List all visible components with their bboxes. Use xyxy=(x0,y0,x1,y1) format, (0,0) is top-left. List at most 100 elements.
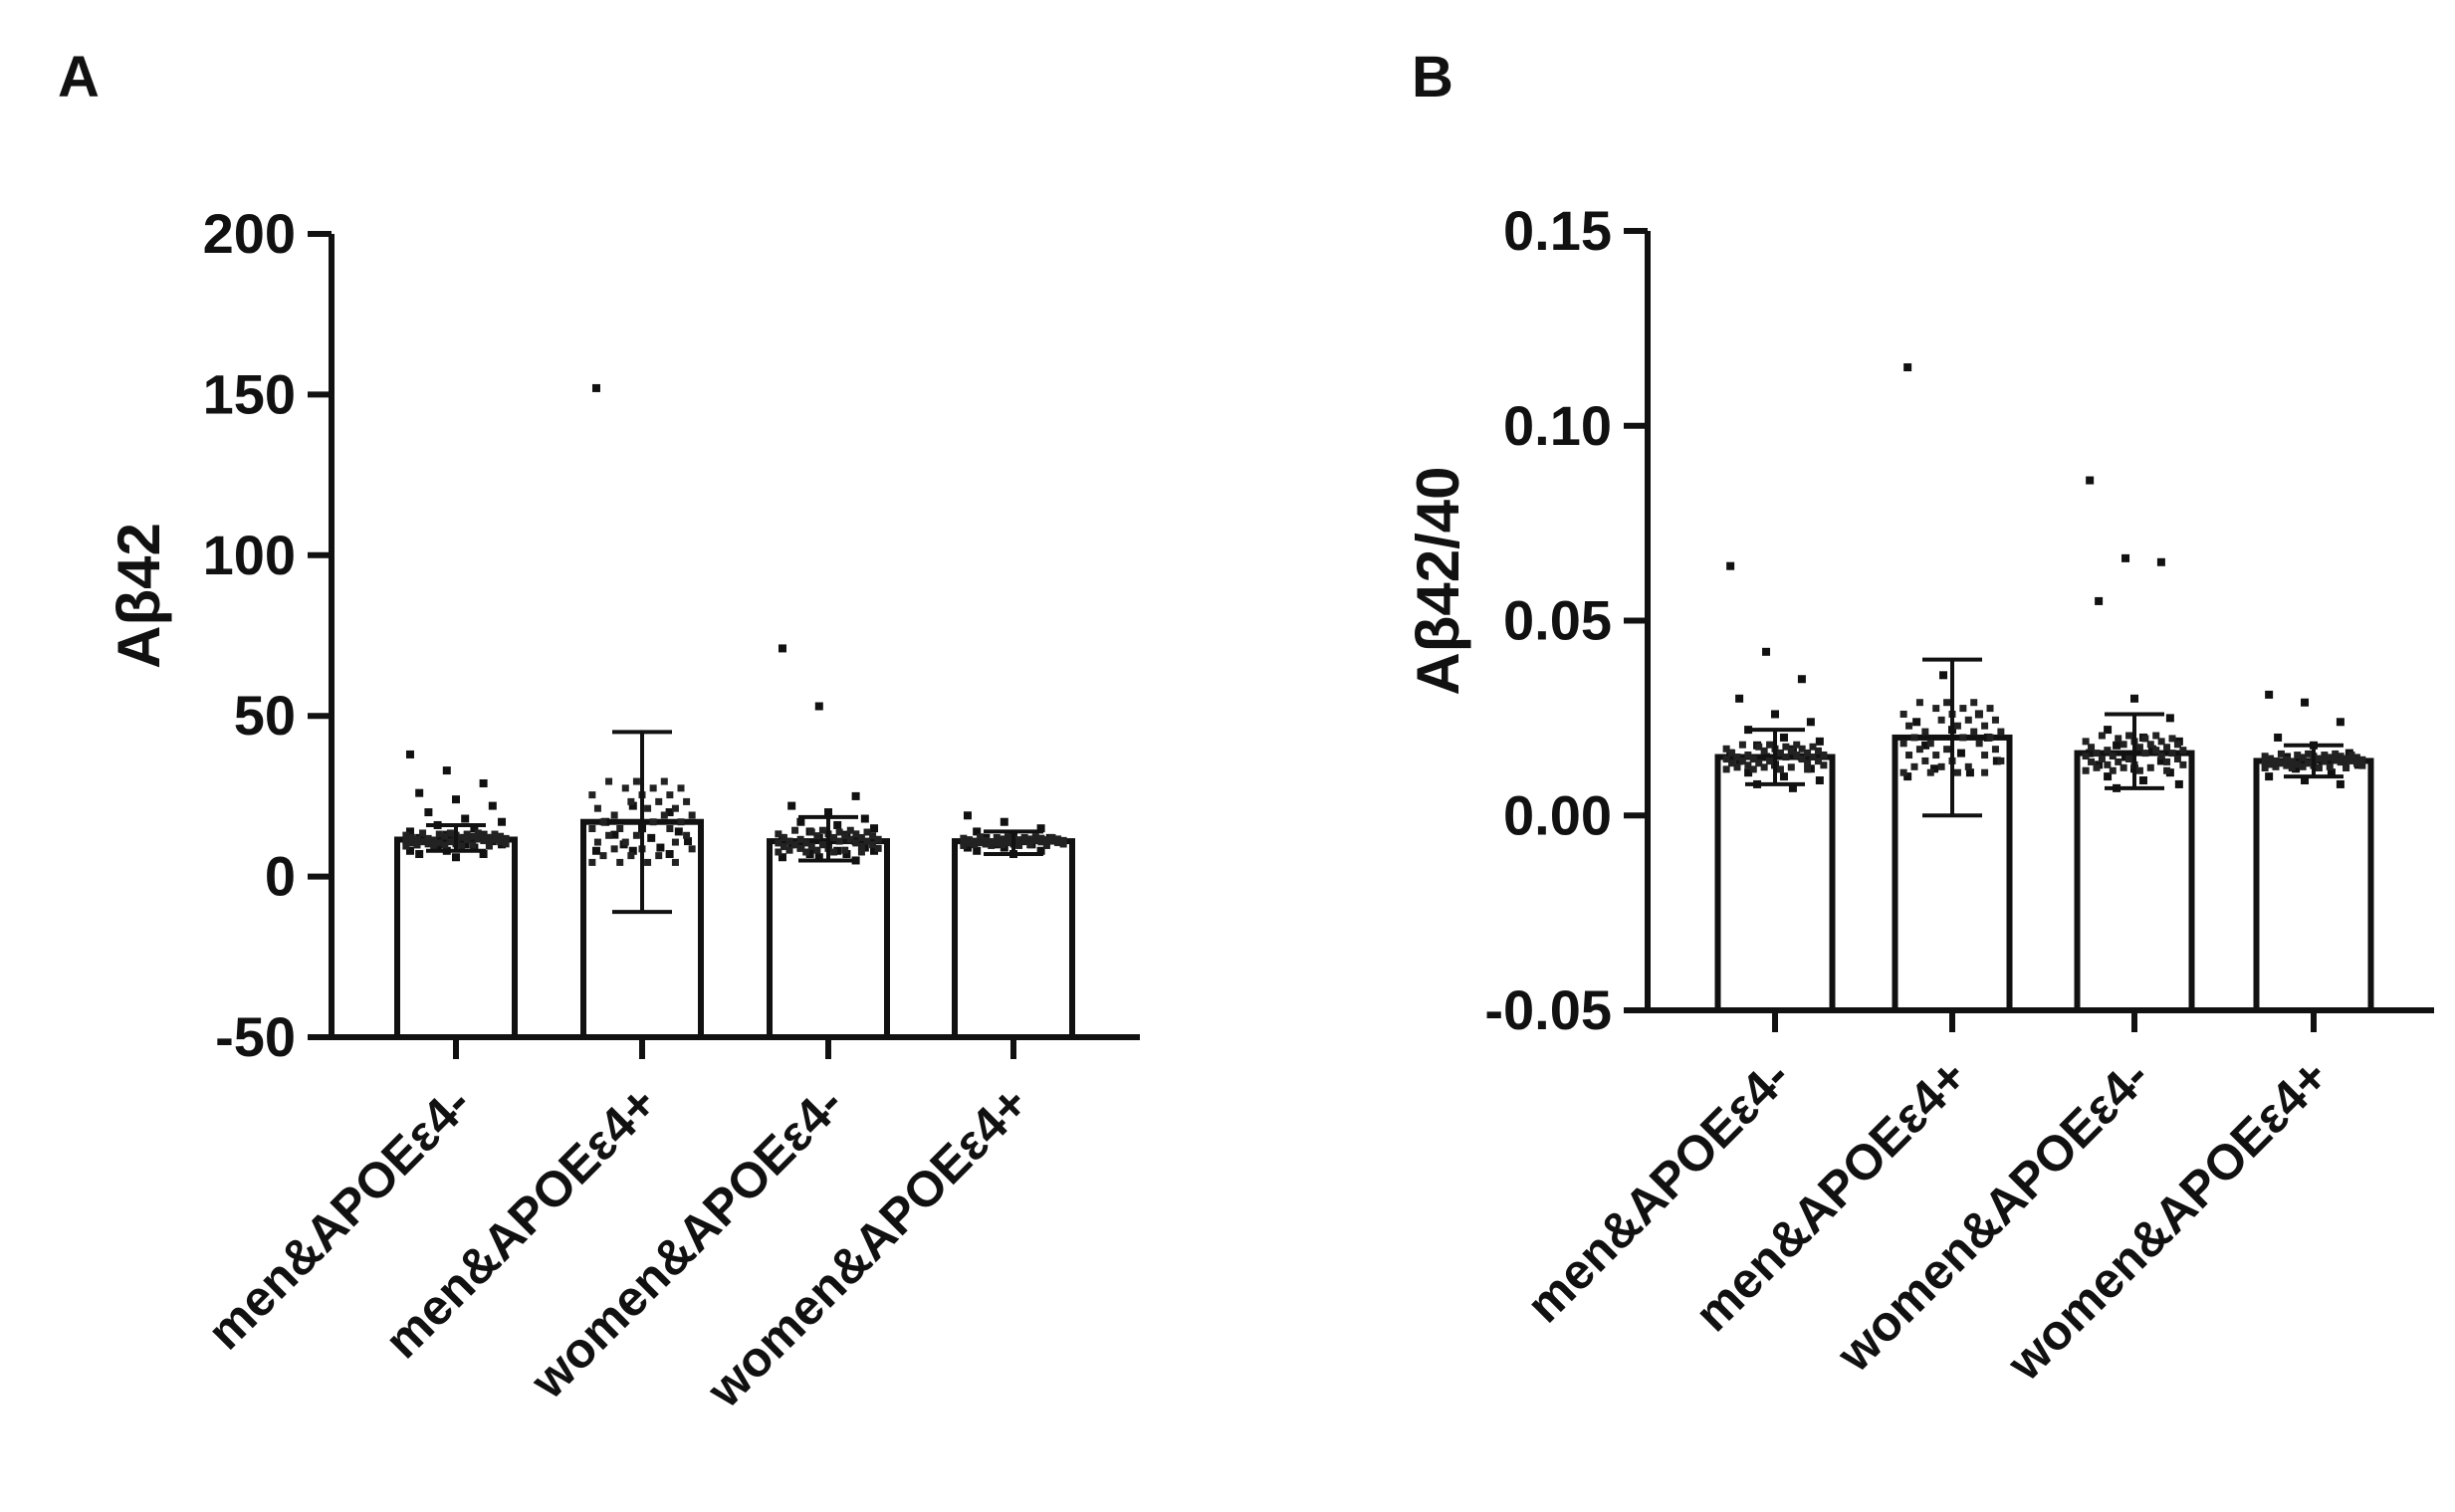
data-point xyxy=(870,824,879,833)
data-point xyxy=(1766,741,1774,749)
data-point xyxy=(2292,764,2301,773)
data-point xyxy=(1760,763,1768,771)
data-point xyxy=(1020,837,1028,845)
data-point xyxy=(778,853,786,862)
data-point xyxy=(1755,743,1763,751)
data-point xyxy=(846,835,854,843)
data-point xyxy=(1997,756,2005,764)
data-point xyxy=(1015,836,1023,844)
data-point xyxy=(977,839,985,847)
data-point xyxy=(791,826,799,834)
bar xyxy=(2253,757,2374,1013)
data-point xyxy=(419,838,427,846)
data-point xyxy=(1903,772,1912,781)
data-point xyxy=(647,833,656,842)
data-point xyxy=(1820,761,1828,769)
data-point xyxy=(982,836,990,844)
data-point xyxy=(2336,718,2344,727)
data-point xyxy=(446,838,454,846)
data-point xyxy=(2082,766,2090,774)
y-tick-label: 50 xyxy=(234,684,296,747)
data-point xyxy=(1798,745,1806,753)
data-point xyxy=(818,826,826,834)
data-point xyxy=(588,825,596,833)
data-point xyxy=(497,838,505,846)
data-point xyxy=(419,829,427,837)
data-point xyxy=(1912,718,1921,727)
data-point xyxy=(407,833,415,841)
data-point xyxy=(2138,776,2147,785)
data-point xyxy=(851,791,860,800)
data-point xyxy=(1959,705,1967,713)
data-point xyxy=(2147,745,2156,754)
data-point xyxy=(2130,694,2138,703)
data-point xyxy=(1809,743,1817,751)
data-point xyxy=(1903,363,1912,372)
data-point xyxy=(1964,716,1972,724)
data-point xyxy=(791,841,799,849)
data-point xyxy=(2120,763,2127,771)
data-point xyxy=(2332,756,2340,763)
data-point xyxy=(674,827,683,836)
data-point xyxy=(2336,779,2344,788)
data-point xyxy=(973,846,982,855)
data-point xyxy=(1910,734,1918,742)
y-tick-label: 0.00 xyxy=(1503,783,1612,846)
data-point xyxy=(802,848,810,856)
data-point xyxy=(2157,753,2165,760)
data-point xyxy=(842,850,851,859)
data-point xyxy=(775,830,782,838)
data-point xyxy=(965,836,973,844)
data-point xyxy=(1762,647,1771,656)
data-point xyxy=(2086,476,2095,485)
data-point xyxy=(1766,757,1774,765)
bar xyxy=(394,836,518,1041)
data-point xyxy=(2301,698,2310,707)
data-point xyxy=(591,846,600,855)
data-point xyxy=(1042,836,1050,844)
data-point xyxy=(1779,733,1788,742)
y-tick-label: 0.10 xyxy=(1503,394,1612,457)
data-point xyxy=(2125,732,2133,740)
data-point xyxy=(807,843,815,851)
data-point xyxy=(1793,751,1801,758)
data-point xyxy=(1782,754,1790,761)
y-tick-label: -0.05 xyxy=(1484,978,1612,1041)
data-point xyxy=(2104,747,2112,755)
data-point xyxy=(1814,747,1822,755)
data-point xyxy=(780,843,787,851)
data-point xyxy=(588,791,596,799)
data-point xyxy=(1937,762,1945,770)
y-tick-label: 0 xyxy=(265,845,296,908)
data-point xyxy=(485,833,493,841)
data-point xyxy=(470,824,479,833)
data-point xyxy=(688,845,696,853)
data-point xyxy=(778,644,786,653)
data-point xyxy=(665,850,674,859)
data-point xyxy=(2120,741,2127,749)
x-tick-label: women&APOEε4- xyxy=(520,1075,854,1409)
data-point xyxy=(814,853,823,862)
data-point xyxy=(857,843,865,851)
data-point xyxy=(1943,746,1951,754)
data-point xyxy=(2283,761,2291,769)
data-point xyxy=(1733,763,1741,771)
data-point xyxy=(599,852,607,860)
data-point xyxy=(2288,763,2296,771)
data-point xyxy=(2337,758,2344,766)
data-point xyxy=(787,801,796,810)
data-point xyxy=(2135,766,2143,774)
data-point xyxy=(628,846,637,855)
data-point xyxy=(1815,776,1824,785)
data-point xyxy=(2156,756,2165,765)
x-tick-label: women&APOEε4+ xyxy=(696,1075,1039,1418)
data-point xyxy=(2146,763,2154,771)
data-point xyxy=(2093,763,2101,771)
data-point xyxy=(1997,728,2005,736)
y-tick-label: 200 xyxy=(203,202,296,265)
data-point xyxy=(999,841,1006,849)
data-point xyxy=(835,837,843,845)
data-point xyxy=(2343,760,2350,768)
data-point xyxy=(632,777,640,785)
data-point xyxy=(2115,735,2122,743)
